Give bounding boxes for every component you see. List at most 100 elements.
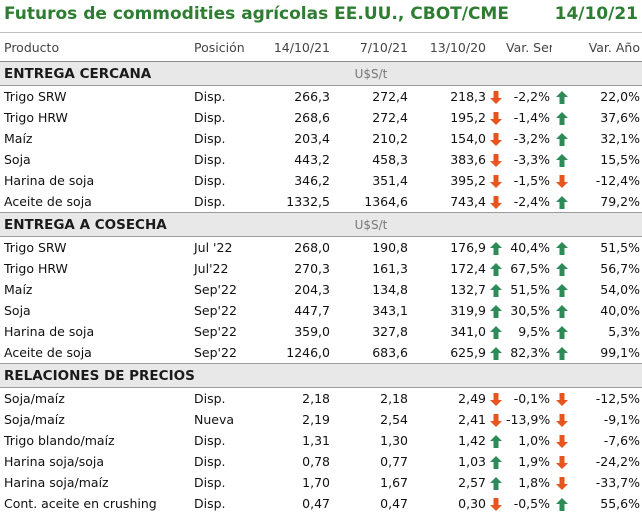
- arrow-down-icon: [486, 493, 506, 514]
- product-name: Soja: [4, 152, 31, 167]
- arrow-up-icon: [552, 279, 572, 300]
- price-year-ago: 1,03: [458, 454, 486, 469]
- arrow-down-icon: [552, 430, 572, 451]
- weekly-change: 30,5%: [510, 303, 550, 318]
- weekly-change: 1,9%: [518, 454, 550, 469]
- price-week-ago: 683,6: [372, 345, 408, 360]
- product-name: Aceite de soja: [4, 345, 92, 360]
- arrow-down-icon: [552, 472, 572, 493]
- yearly-change: -9,1%: [603, 412, 640, 427]
- table-row: Trigo SRW Jul '22 268,0 190,8 176,9 40,4% 51,5…: [0, 237, 642, 259]
- price-current: 1,31: [302, 433, 330, 448]
- column-header-date-current: 14/10/21: [256, 33, 330, 62]
- yearly-change: 55,6%: [600, 496, 640, 511]
- price-week-ago: 1,67: [380, 475, 408, 490]
- price-current: 203,4: [294, 131, 330, 146]
- yearly-change: -24,2%: [595, 454, 640, 469]
- table-row: Harina de soja Sep'22 359,0 327,8 341,0 9,5% 5…: [0, 321, 642, 342]
- section-title: ENTREGA CERCANA: [0, 61, 256, 86]
- table-row: Harina soja/maíz Disp. 1,70 1,67 2,57 1,8% -33…: [0, 472, 642, 493]
- arrow-up-icon: [552, 300, 572, 321]
- price-current: 204,3: [294, 282, 330, 297]
- price-week-ago: 0,47: [380, 496, 408, 511]
- arrow-up-icon: [552, 493, 572, 514]
- price-week-ago: 327,8: [372, 324, 408, 339]
- price-current: 1,70: [302, 475, 330, 490]
- price-year-ago: 0,30: [458, 496, 486, 511]
- position: Disp.: [194, 433, 226, 448]
- product-name: Soja/maíz: [4, 391, 65, 406]
- arrow-up-icon: [552, 107, 572, 128]
- table-row: Soja/maíz Nueva 2,19 2,54 2,41 -13,9% -9,1%: [0, 409, 642, 430]
- price-current: 346,2: [294, 173, 330, 188]
- weekly-change: -0,1%: [513, 391, 550, 406]
- price-year-ago: 2,41: [458, 412, 486, 427]
- table-row: Harina de soja Disp. 346,2 351,4 395,2 -1,5% -…: [0, 170, 642, 191]
- price-current: 268,0: [294, 240, 330, 255]
- table-row: Soja/maíz Disp. 2,18 2,18 2,49 -0,1% -12,5%: [0, 388, 642, 410]
- product-name: Harina soja/soja: [4, 454, 105, 469]
- arrow-up-icon: [552, 86, 572, 108]
- arrow-down-icon: [486, 107, 506, 128]
- price-current: 2,18: [302, 391, 330, 406]
- position: Disp.: [194, 454, 226, 469]
- yearly-change: 40,0%: [600, 303, 640, 318]
- price-week-ago: 272,4: [372, 89, 408, 104]
- section-title: ENTREGA A COSECHA: [0, 212, 256, 237]
- price-current: 443,2: [294, 152, 330, 167]
- position: Disp.: [194, 110, 226, 125]
- arrow-up-icon: [486, 472, 506, 493]
- price-current: 0,78: [302, 454, 330, 469]
- yearly-change: 51,5%: [600, 240, 640, 255]
- product-name: Trigo blando/maíz: [4, 433, 115, 448]
- position: Disp.: [194, 89, 226, 104]
- yearly-change: 32,1%: [600, 131, 640, 146]
- product-name: Cont. aceite en crushing: [4, 496, 157, 511]
- section-header: RELACIONES DE PRECIOS: [0, 363, 642, 388]
- price-week-ago: 351,4: [372, 173, 408, 188]
- price-week-ago: 2,54: [380, 412, 408, 427]
- yearly-change: 56,7%: [600, 261, 640, 276]
- price-week-ago: 272,4: [372, 110, 408, 125]
- table-row: Trigo blando/maíz Disp. 1,31 1,30 1,42 1,0% -7…: [0, 430, 642, 451]
- column-header-yearly-change: Var. Año: [572, 33, 642, 62]
- column-header-weekly-change: Var. Sem.: [506, 33, 552, 62]
- weekly-change: 9,5%: [518, 324, 550, 339]
- arrow-up-icon: [486, 430, 506, 451]
- product-name: Aceite de soja: [4, 194, 92, 209]
- table-row: Aceite de soja Sep'22 1246,0 683,6 625,9 82,3…: [0, 342, 642, 364]
- arrow-up-icon: [552, 321, 572, 342]
- product-name: Trigo HRW: [4, 261, 68, 276]
- yearly-change: -12,4%: [595, 173, 640, 188]
- arrow-down-icon: [486, 170, 506, 191]
- arrow-down-icon: [552, 388, 572, 410]
- weekly-change: -3,2%: [513, 131, 550, 146]
- product-name: Soja: [4, 303, 31, 318]
- arrow-up-icon: [486, 300, 506, 321]
- product-name: Harina de soja: [4, 324, 95, 339]
- price-current: 2,19: [302, 412, 330, 427]
- price-year-ago: 625,9: [450, 345, 486, 360]
- price-current: 0,47: [302, 496, 330, 511]
- futures-table: Producto Posición 14/10/21 7/10/21 13/10…: [0, 33, 642, 514]
- arrow-up-icon: [552, 128, 572, 149]
- price-year-ago: 154,0: [450, 131, 486, 146]
- arrow-down-icon: [552, 409, 572, 430]
- price-week-ago: 190,8: [372, 240, 408, 255]
- product-name: Harina soja/maíz: [4, 475, 109, 490]
- price-current: 266,3: [294, 89, 330, 104]
- weekly-change: -13,9%: [506, 412, 551, 427]
- price-year-ago: 395,2: [450, 173, 486, 188]
- table-row: Trigo SRW Disp. 266,3 272,4 218,3 -2,2% 22,0%: [0, 86, 642, 108]
- price-week-ago: 343,1: [372, 303, 408, 318]
- table-row: Soja Sep'22 447,7 343,1 319,9 30,5% 40,0%: [0, 300, 642, 321]
- yearly-change: -33,7%: [595, 475, 640, 490]
- report-date: 14/10/21: [554, 4, 638, 24]
- price-week-ago: 2,18: [380, 391, 408, 406]
- weekly-change: 51,5%: [510, 282, 550, 297]
- weekly-change: 82,3%: [510, 345, 550, 360]
- position: Sep'22: [194, 345, 237, 360]
- column-header-position: Posición: [192, 33, 256, 62]
- column-header-date-week: 7/10/21: [330, 33, 408, 62]
- product-name: Maíz: [4, 131, 33, 146]
